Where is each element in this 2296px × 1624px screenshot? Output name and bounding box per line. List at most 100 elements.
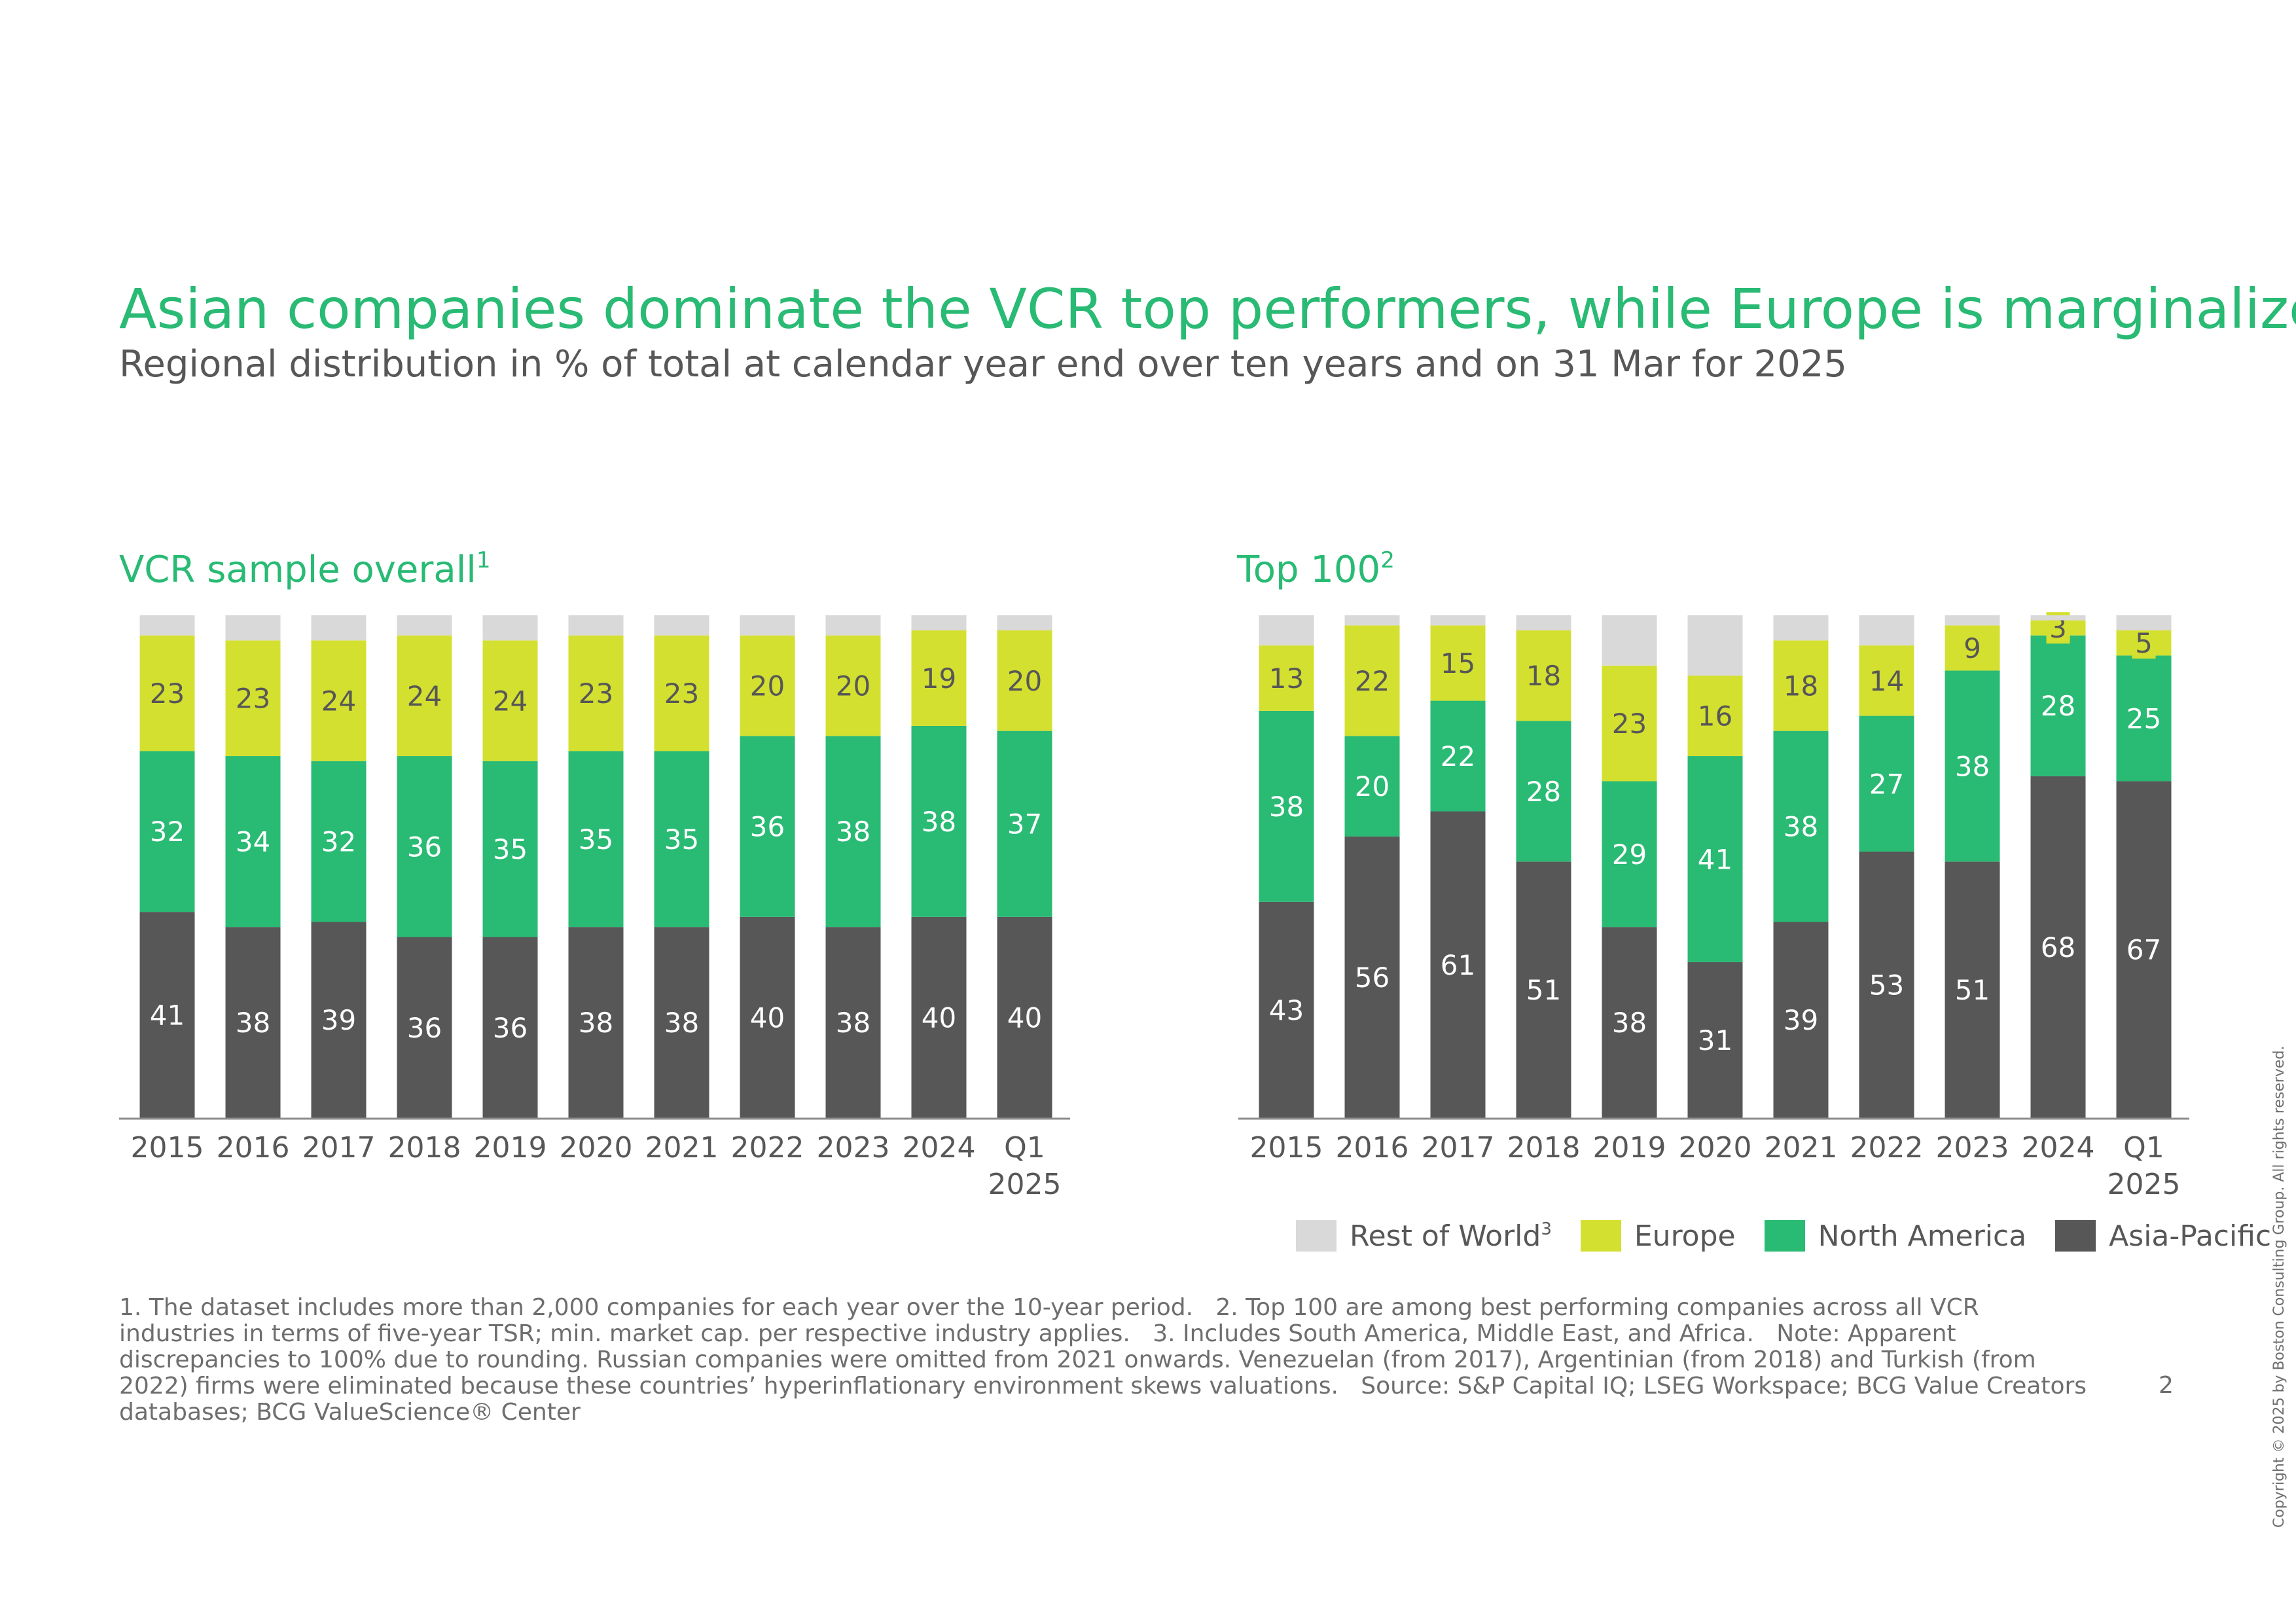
data-label-europe: 24 xyxy=(321,685,356,717)
data-label-north_america: 35 xyxy=(579,823,613,856)
data-label-asia_pacific: 67 xyxy=(2126,934,2161,966)
x-tick-label: 2021 xyxy=(1765,1131,1838,1164)
data-label-europe: 23 xyxy=(150,677,185,710)
data-label-europe: 23 xyxy=(236,683,270,715)
data-label-asia_pacific: 38 xyxy=(579,1007,613,1039)
data-label-north_america: 32 xyxy=(321,826,356,858)
bar-segment-rest_of_world-2021 xyxy=(1773,615,1829,641)
data-label-asia_pacific: 61 xyxy=(1441,949,1475,981)
x-tick-label: 2017 xyxy=(1422,1131,1495,1164)
data-label-asia_pacific: 41 xyxy=(150,1000,185,1032)
bar-segment-north_america-2017 xyxy=(1430,700,1486,812)
bar-segment-europe-2023 xyxy=(1945,625,2000,671)
bar-segment-asia_pacific-2019 xyxy=(1602,927,1657,1118)
legend-item-europe: Europe xyxy=(1580,1219,1736,1253)
bar-segment-north_america-2018 xyxy=(397,756,452,937)
bar-segment-north_america-2022 xyxy=(740,736,795,917)
bar-segment-north_america-2019 xyxy=(482,761,538,937)
bar-segment-asia_pacific-2022 xyxy=(1859,851,1914,1118)
bar-segment-north_america-2023 xyxy=(1945,670,2000,862)
bar-segment-europe-2023 xyxy=(825,635,881,736)
data-label-asia_pacific: 38 xyxy=(664,1007,699,1039)
bar-segment-north_america-2016 xyxy=(1344,736,1400,837)
legend-label: Europe xyxy=(1634,1219,1736,1253)
data-label-north_america: 38 xyxy=(1269,791,1304,823)
legend-item-asia-pacific: Asia-Pacific xyxy=(2055,1219,2271,1253)
data-label-asia_pacific: 38 xyxy=(836,1007,870,1039)
chart-vcr-sample-overall: 41 32 23 2015 38 34 23 2016 39 32 24 2017 36 36 24 2018… xyxy=(119,615,1070,1201)
bar-segment-rest_of_world-2023 xyxy=(1945,615,2000,626)
bar-segment-europe-2020 xyxy=(568,635,624,751)
bar-segment-europe-2019 xyxy=(1602,665,1657,782)
footnote-3: 3. Includes South America, Middle East, … xyxy=(1153,1320,1754,1347)
bar-segment-asia_pacific-2023 xyxy=(1945,861,2000,1118)
data-label-north_america: 29 xyxy=(1612,839,1647,871)
bar-segment-asia_pacific-2018 xyxy=(397,937,452,1118)
data-label-north_america: 28 xyxy=(2041,690,2075,722)
data-label-north_america: 20 xyxy=(1355,770,1390,803)
x-tick-label: 2020 xyxy=(560,1131,633,1164)
data-label-europe: 14 xyxy=(1869,665,1904,697)
bar-segment-north_america-2024 xyxy=(911,725,967,917)
chart-title-footnote-mark: 2 xyxy=(1380,547,1395,573)
x-tick-label: 2025 xyxy=(988,1168,1062,1201)
legend-item-rest-of-world: Rest of World3 xyxy=(1296,1219,1552,1253)
bar-segment-europe-2016 xyxy=(1344,625,1400,736)
chart-title-top-100: Top 1002 xyxy=(1237,547,1395,591)
data-label-europe: 24 xyxy=(493,685,528,717)
data-label-asia_pacific: 38 xyxy=(236,1007,270,1039)
bar-segment-europe-2022 xyxy=(740,635,795,736)
data-label-europe: 5 xyxy=(2135,627,2153,659)
bar-segment-north_america-q1-2025 xyxy=(2116,655,2172,782)
bar-segment-europe-2020 xyxy=(1687,676,1743,757)
data-label-asia_pacific: 31 xyxy=(1698,1024,1732,1056)
data-label-asia_pacific: 43 xyxy=(1269,994,1304,1026)
data-label-asia_pacific: 53 xyxy=(1869,969,1904,1001)
data-label-europe: 20 xyxy=(750,670,785,702)
data-label-north_america: 34 xyxy=(236,826,270,858)
bar-segment-rest_of_world-2020 xyxy=(568,615,624,636)
bar-segment-asia_pacific-2016 xyxy=(225,927,281,1118)
bar-segment-rest_of_world-2015 xyxy=(1259,615,1314,646)
data-label-europe: 16 xyxy=(1698,700,1732,732)
legend-swatch xyxy=(1296,1220,1336,1252)
bar-segment-north_america-2021 xyxy=(654,751,709,928)
bar-segment-asia_pacific-q1-2025 xyxy=(997,916,1052,1118)
x-tick-label: 2015 xyxy=(1250,1131,1323,1164)
bar-segment-north_america-q1-2025 xyxy=(997,731,1052,917)
data-label-north_america: 36 xyxy=(407,831,442,863)
data-label-north_america: 27 xyxy=(1869,768,1904,800)
bar-segment-rest_of_world-q1-2025 xyxy=(997,615,1052,631)
bar-segment-north_america-2019 xyxy=(1602,781,1657,928)
legend-footnote-mark: 3 xyxy=(1541,1219,1552,1239)
legend-swatch xyxy=(2055,1220,2096,1252)
data-label-europe: 24 xyxy=(407,680,442,712)
chart-title-vcr-sample: VCR sample overall1 xyxy=(119,547,490,591)
data-label-asia_pacific: 39 xyxy=(321,1004,356,1036)
data-label-asia_pacific: 68 xyxy=(2041,931,2075,964)
bar-segment-rest_of_world-2018 xyxy=(397,615,452,636)
bar-segment-north_america-2023 xyxy=(825,736,881,928)
legend-swatch xyxy=(1580,1220,1621,1252)
copyright-notice: Copyright © 2025 by Boston Consulting Gr… xyxy=(2271,1045,2287,1528)
x-tick-label: 2015 xyxy=(131,1131,204,1164)
bar-segment-rest_of_world-2019 xyxy=(482,615,538,641)
data-label-asia_pacific: 56 xyxy=(1355,962,1390,994)
bar-segment-asia_pacific-2019 xyxy=(482,937,538,1118)
x-tick-label: 2019 xyxy=(474,1131,547,1164)
data-label-north_america: 38 xyxy=(836,816,870,848)
data-label-europe: 20 xyxy=(1007,665,1042,697)
bar-segment-north_america-2022 xyxy=(1859,715,1914,852)
bar-segment-rest_of_world-2018 xyxy=(1516,615,1571,631)
data-label-europe: 13 xyxy=(1269,662,1304,695)
bar-segment-europe-2021 xyxy=(1773,640,1829,731)
data-label-north_america: 35 xyxy=(664,823,699,856)
bar-segment-north_america-2015 xyxy=(1259,710,1314,902)
bar-segment-rest_of_world-2021 xyxy=(654,615,709,636)
data-label-asia_pacific: 38 xyxy=(1612,1007,1647,1039)
bar-segment-asia_pacific-2021 xyxy=(654,927,709,1118)
data-label-north_america: 36 xyxy=(750,811,785,843)
bar-segment-europe-2015 xyxy=(1259,645,1314,711)
data-label-north_america: 38 xyxy=(1955,750,1990,782)
data-label-north_america: 38 xyxy=(1784,811,1818,843)
